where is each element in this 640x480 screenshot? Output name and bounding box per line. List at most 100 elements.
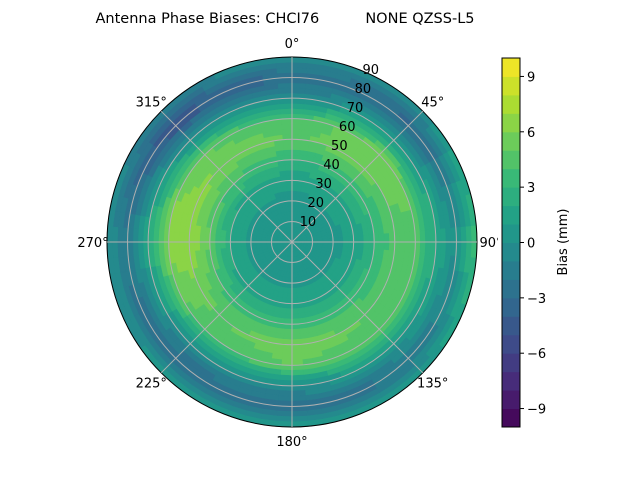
contour-cell [285, 169, 293, 176]
contour-cell [291, 390, 306, 397]
contour-cell [281, 128, 293, 135]
contour-cell [399, 241, 406, 253]
colorbar-level [502, 150, 520, 170]
contour-cell [285, 174, 293, 181]
contour-cell [378, 241, 385, 251]
contour-cell [132, 227, 139, 243]
contour-cell [291, 328, 301, 335]
radial-tick-label: 90 [363, 63, 380, 78]
angle-tick-label: 0° [285, 37, 300, 52]
contour-cell [240, 241, 247, 247]
colorbar-tick-label: 9 [527, 70, 535, 85]
contour-cell [363, 241, 370, 250]
contour-cell [291, 66, 308, 74]
radial-tick-label: 70 [347, 101, 364, 116]
contour-cell [178, 241, 185, 253]
contour-cell [291, 169, 299, 176]
contour-cell [404, 241, 411, 253]
colorbar-level [502, 242, 520, 262]
angle-tick-label: 180° [276, 435, 307, 450]
contour-cell [399, 231, 406, 243]
contour-cell [281, 354, 293, 361]
colorbar-level [502, 371, 520, 391]
contour-cell [388, 232, 396, 243]
contour-cell [353, 241, 360, 249]
contour-cell [209, 234, 216, 243]
colorbar: −9 −6 −3 0 3 6 9 [498, 48, 586, 437]
colorbar-level [502, 168, 520, 188]
contour-cell [337, 232, 344, 239]
contour-cell [291, 349, 303, 356]
contour-cell [280, 108, 293, 115]
contour-cell [291, 108, 304, 115]
colorbar-level [502, 408, 520, 428]
contour-cell [286, 180, 293, 186]
contour-cell [194, 233, 201, 243]
contour-cell [235, 246, 242, 253]
contour-cell [230, 236, 236, 243]
radial-tick-label: 10 [300, 215, 317, 230]
contour-cell [287, 190, 293, 197]
chart-title: Antenna Phase Biases: CHCI76 NONE QZSS-L… [95, 11, 474, 27]
colorbar-tick-label: −3 [527, 292, 546, 307]
contour-cell [291, 138, 302, 146]
contour-cell [286, 185, 293, 192]
contour-cell [348, 241, 354, 248]
contour-cell [284, 154, 293, 161]
contour-cell [279, 102, 293, 110]
contour-cell [282, 190, 289, 197]
contour-cell [419, 230, 426, 243]
contour-cell [219, 241, 226, 249]
colorbar-level [502, 94, 520, 114]
contour-cell [348, 236, 354, 243]
contour-cell [284, 159, 293, 166]
contour-cell [291, 333, 301, 340]
contour-cell [291, 87, 306, 94]
contour-cell [284, 318, 293, 325]
contour-cell [295, 287, 302, 294]
colorbar-tick-label: 0 [527, 237, 535, 252]
contour-cell [199, 233, 206, 243]
contour-cell [378, 233, 385, 243]
contour-cell [219, 235, 226, 243]
angle-tick-label: 135° [417, 377, 448, 392]
contour-cell [291, 303, 299, 310]
contour-cell [460, 241, 468, 258]
colorbar-level [502, 224, 520, 243]
contour-cell [342, 241, 349, 248]
angle-tick-label: 90° [479, 236, 502, 251]
contour-cell [373, 241, 380, 250]
contour-cell [291, 369, 304, 376]
contour-cell [388, 241, 396, 252]
contour-cell [291, 180, 298, 186]
contour-cell [209, 241, 216, 250]
angle-tick-label: 225° [136, 377, 167, 392]
radial-tick-label: 20 [307, 196, 324, 211]
contour-cell [440, 241, 447, 256]
contour-cell [276, 410, 293, 418]
contour-cell [342, 231, 349, 238]
contour-cell [291, 282, 297, 289]
contour-cell [235, 241, 242, 248]
colorbar-tick-label: 3 [527, 181, 535, 196]
contour-cell [137, 228, 144, 243]
contour-cell [283, 149, 293, 156]
colorbar-level [502, 76, 520, 96]
contour-cell [291, 374, 305, 382]
contour-cell [291, 82, 307, 89]
angular-gridline [291, 241, 424, 374]
contour-cell [368, 241, 375, 250]
contour-cell [291, 174, 299, 181]
contour-cell [445, 227, 452, 243]
contour-cell [158, 230, 165, 243]
contour-cell [173, 241, 180, 253]
angle-tick-label: 270° [77, 236, 108, 251]
contour-cell [280, 369, 293, 376]
contour-cell [283, 328, 293, 335]
colorbar-level [502, 260, 520, 280]
contour-cell [286, 298, 293, 304]
contour-cell [373, 234, 380, 243]
contour-cell [194, 241, 201, 251]
contour-cell [291, 123, 303, 130]
